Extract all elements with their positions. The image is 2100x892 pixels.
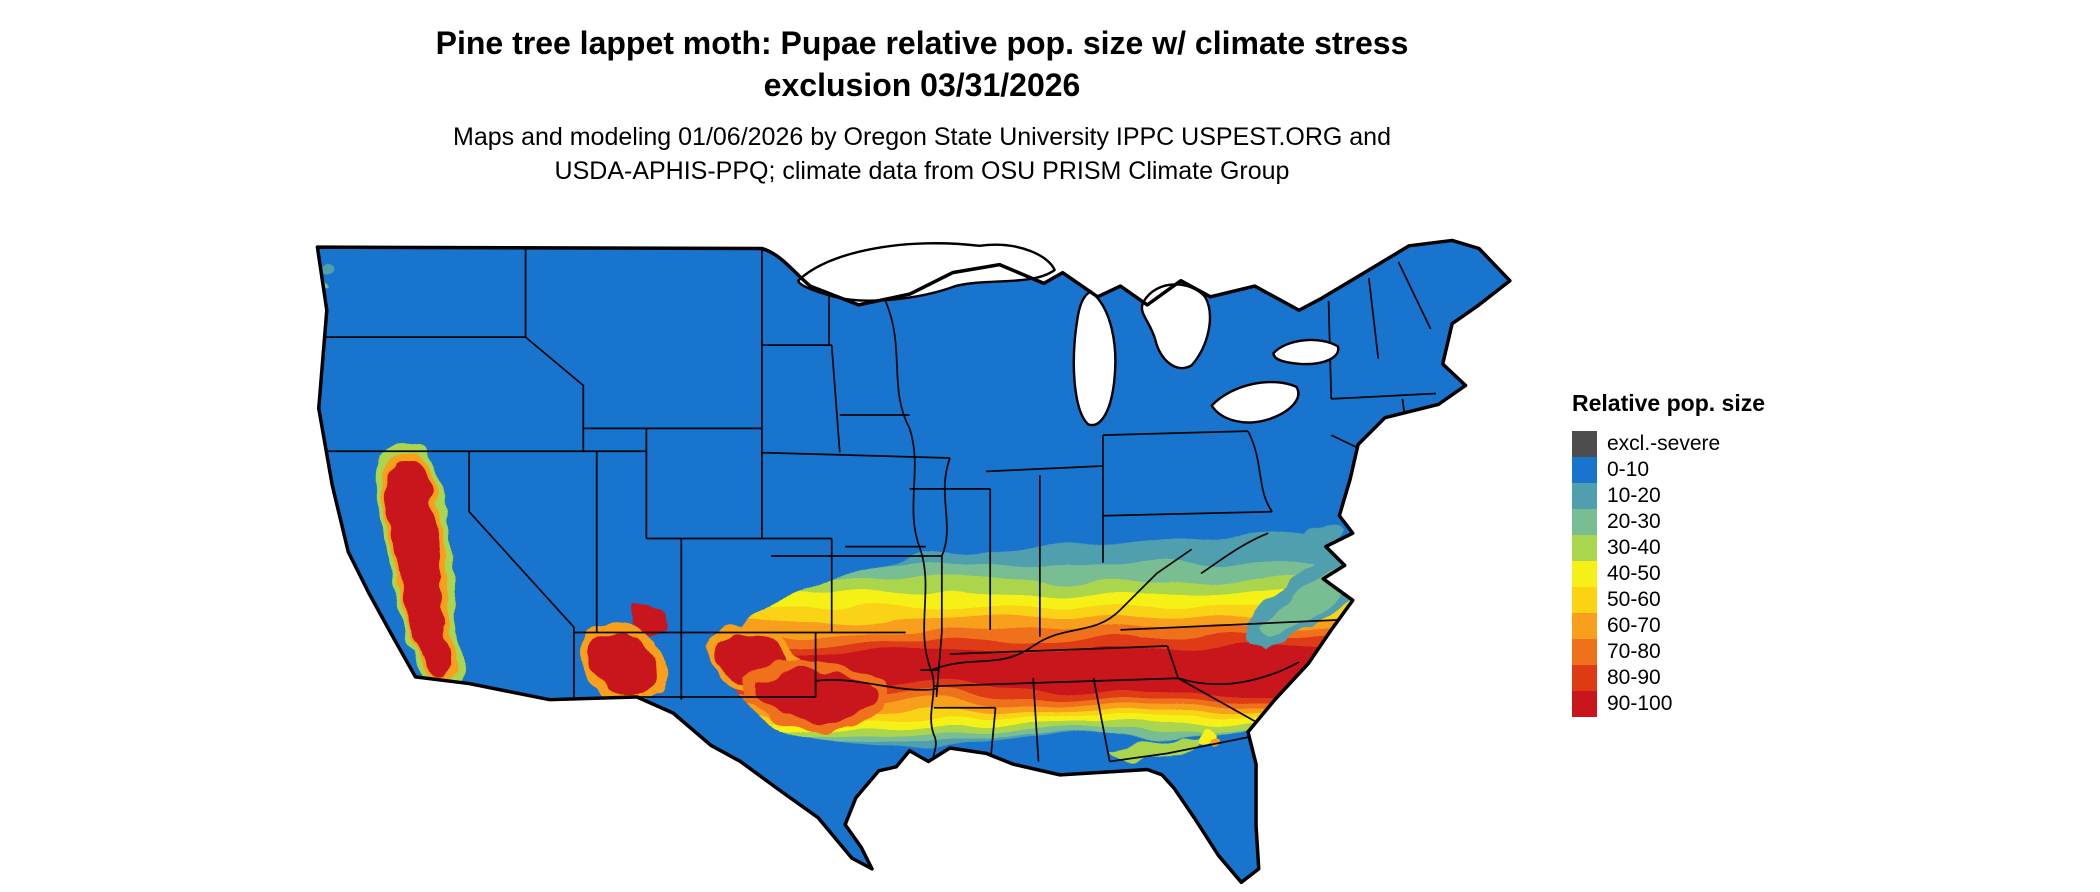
us-outline	[315, 238, 1512, 885]
legend-swatch	[1572, 587, 1597, 613]
legend-label: 70-80	[1607, 640, 1661, 663]
map-title-line2: exclusion 03/31/2026	[763, 67, 1081, 103]
legend-label: 0-10	[1607, 458, 1650, 481]
north-florida-green	[1111, 737, 1204, 759]
arizona-core	[591, 636, 658, 696]
arizona-core-north	[630, 600, 668, 636]
legend-label: 10-20	[1607, 484, 1661, 507]
legend-row: 30-40	[1572, 535, 1765, 561]
legend-swatch	[1572, 639, 1597, 665]
map-title-line1: Pine tree lappet moth: Pupae relative po…	[435, 25, 1409, 61]
legend-swatch	[1572, 483, 1597, 509]
legend-row: 50-60	[1572, 587, 1765, 613]
conus-map	[308, 226, 1530, 886]
legend-row: excl.-severe	[1572, 431, 1765, 457]
legend-label: 40-50	[1607, 562, 1661, 585]
legend-title: Relative pop. size	[1572, 390, 1766, 416]
legend-row: 90-100	[1572, 691, 1765, 717]
legend-swatch	[1572, 535, 1597, 561]
legend-label: 50-60	[1607, 588, 1661, 611]
legend-rows: excl.-severe 0-10 10-20 20-30 30-40 40-50 50-6…	[1572, 431, 1765, 717]
legend-row: 60-70	[1572, 613, 1765, 639]
california-core-90-100	[388, 461, 451, 675]
legend: Relative pop. size excl.-severe 0-10 10-20…	[1572, 390, 1765, 717]
lake-ontario	[1272, 338, 1340, 366]
legend-label: 30-40	[1607, 536, 1661, 559]
legend-row: 80-90	[1572, 665, 1765, 691]
map-subtitle-line1: Maps and modeling 01/06/2026 by Oregon S…	[453, 123, 1391, 151]
state-borders	[321, 243, 1437, 770]
washington-coast-teal-spot	[320, 263, 334, 277]
legend-row: 10-20	[1572, 483, 1765, 509]
north-florida-yellow-spot	[1201, 730, 1218, 747]
legend-swatch	[1572, 613, 1597, 639]
legend-label: excl.-severe	[1607, 432, 1721, 455]
legend-row: 40-50	[1572, 561, 1765, 587]
legend-swatch	[1572, 665, 1597, 691]
legend-swatch	[1572, 691, 1597, 717]
legend-swatch	[1572, 509, 1597, 535]
lake-huron	[1140, 283, 1212, 370]
us-raster-layer	[317, 240, 1510, 883]
lake-michigan	[1072, 290, 1117, 427]
southern-population-band	[723, 533, 1415, 744]
map-subtitle-line2: USDA-APHIS-PPQ; climate data from OSU PR…	[554, 157, 1290, 185]
legend-swatch	[1572, 431, 1597, 457]
great-lakes	[796, 242, 1340, 427]
legend-row: 70-80	[1572, 639, 1765, 665]
lake-erie	[1210, 380, 1300, 424]
legend-label: 90-100	[1607, 692, 1673, 715]
map-title: Pine tree lappet moth: Pupae relative po…	[0, 22, 1844, 106]
legend-row: 0-10	[1572, 457, 1765, 483]
legend-label: 80-90	[1607, 666, 1661, 689]
carolina-coastal-green	[1260, 564, 1346, 636]
map-subtitle: Maps and modeling 01/06/2026 by Oregon S…	[0, 120, 1844, 188]
population-band-gradient	[723, 533, 1415, 744]
conus-map-svg	[315, 238, 1512, 885]
legend-swatch	[1572, 561, 1597, 587]
legend-row: 20-30	[1572, 509, 1765, 535]
legend-swatch	[1572, 457, 1597, 483]
legend-label: 20-30	[1607, 510, 1661, 533]
legend-label: 60-70	[1607, 614, 1661, 637]
virginia-coastal-teal	[1305, 524, 1342, 548]
